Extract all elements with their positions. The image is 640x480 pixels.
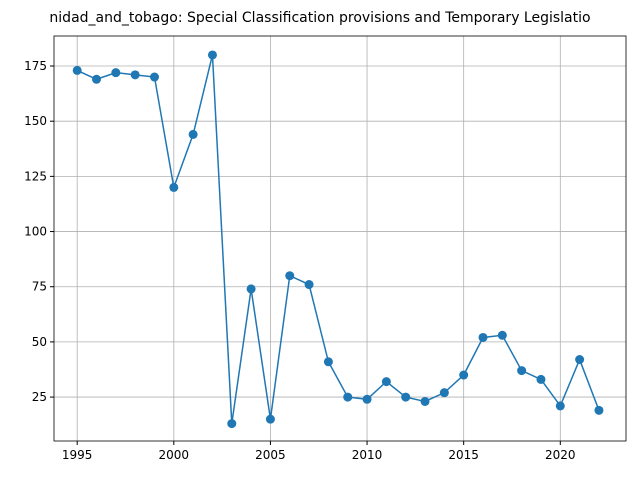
data-point — [555, 401, 565, 411]
y-tick-label: 75 — [32, 280, 47, 294]
x-tick-label: 2015 — [448, 448, 479, 462]
data-point — [72, 65, 82, 75]
data-point — [439, 388, 449, 398]
data-point — [111, 68, 121, 78]
y-tick-label: 175 — [24, 59, 47, 73]
data-point — [517, 366, 527, 376]
data-point — [227, 419, 237, 429]
data-point — [420, 396, 430, 406]
data-point — [497, 330, 507, 340]
data-point — [304, 280, 314, 290]
data-point — [130, 70, 140, 80]
data-point — [594, 405, 604, 415]
y-tick-label: 150 — [24, 114, 47, 128]
chart-title: nidad_and_tobago: Special Classification… — [49, 10, 590, 26]
plot-frame — [53, 35, 627, 442]
x-tick-label: 2005 — [255, 448, 286, 462]
y-tick-label: 50 — [32, 335, 47, 349]
x-tick-label: 2010 — [352, 448, 383, 462]
y-tick-label: 100 — [24, 225, 47, 239]
data-line — [76, 54, 600, 424]
data-point — [207, 50, 217, 60]
data-point — [536, 374, 546, 384]
data-point — [92, 74, 102, 84]
y-tick-label: 125 — [24, 169, 47, 183]
data-point — [188, 129, 198, 139]
data-point — [575, 355, 585, 365]
data-point — [265, 414, 275, 424]
data-point — [285, 271, 295, 281]
data-point — [362, 394, 372, 404]
x-tick-label: 1995 — [62, 448, 93, 462]
data-point — [149, 72, 159, 82]
data-point — [246, 284, 256, 294]
data-point — [169, 182, 179, 192]
data-point — [323, 357, 333, 367]
x-tick-label: 2020 — [545, 448, 576, 462]
data-point — [343, 392, 353, 402]
x-tick-label: 2000 — [159, 448, 190, 462]
data-point — [459, 370, 469, 380]
y-tick-label: 25 — [32, 390, 47, 404]
data-point — [381, 377, 391, 387]
data-point — [401, 392, 411, 402]
data-point — [478, 332, 488, 342]
